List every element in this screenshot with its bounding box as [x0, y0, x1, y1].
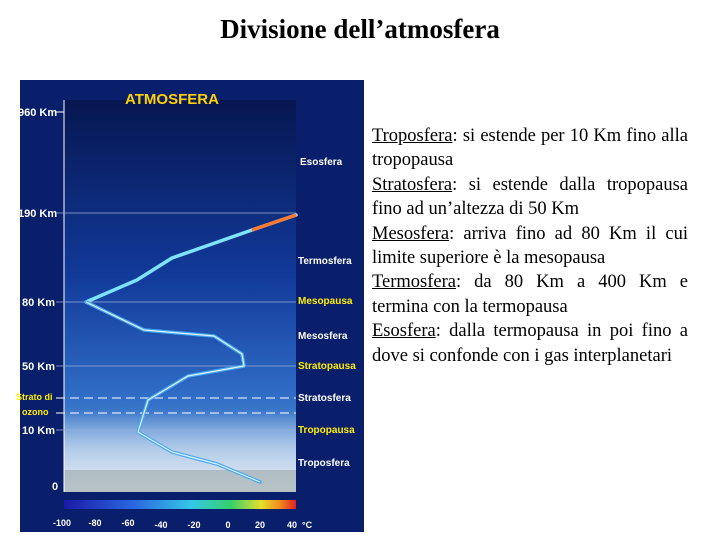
layer-label: Troposfera	[298, 458, 350, 469]
ozone-label: ozono	[22, 407, 49, 417]
temperature-unit: °C	[302, 520, 313, 530]
altitude-label: 50 Km	[22, 361, 55, 373]
bullet-termosfera: Termosfera: da 80 Km a 400 Km e termina …	[372, 270, 688, 319]
bullet-text: : si estende dalla tropopausa fino ad un…	[372, 174, 688, 220]
temperature-tick: -60	[121, 518, 134, 528]
figure-heading: ATMOSFERA	[125, 91, 219, 108]
bullet-text: : arriva fino ad 80 Km il cui limite sup…	[372, 223, 688, 269]
layer-label-pause: Stratopausa	[298, 361, 356, 372]
temperature-color-bar	[64, 500, 296, 509]
bullet-text: : da 80 Km a 400 Km e termina con la ter…	[372, 272, 688, 317]
ground	[64, 470, 296, 492]
ozone-label: Strato di	[16, 392, 53, 402]
layer-label: Stratosfera	[298, 393, 351, 404]
bullet-term: Mesosfera	[372, 223, 450, 244]
temperature-curve-hot	[251, 213, 297, 232]
temperature-tick: 0	[225, 520, 230, 530]
temperature-tick: 20	[255, 520, 265, 530]
altitude-label: 190 Km	[18, 208, 57, 220]
bullet-troposfera: Troposfera: si estende per 10 Km fino al…	[372, 124, 688, 173]
bullet-term: Troposfera	[372, 126, 453, 146]
bullet-esosfera: Esosfera: dalla termopausa in poi fino a…	[372, 319, 688, 368]
bullet-mesosfera: Mesosfera: arriva fino ad 80 Km il cui l…	[372, 222, 688, 271]
layer-label: Termosfera	[298, 256, 352, 267]
bullet-term: Esosfera	[372, 321, 436, 342]
left-bar	[12, 80, 20, 532]
bullet-term: Stratosfera	[372, 174, 453, 195]
layer-label-pause: Tropopausa	[298, 425, 355, 436]
atmosphere-figure: ATMOSFERA 960 Km 190 Km 80 Km 50 Km Stra…	[12, 80, 364, 532]
layer-label-pause: Mesopausa	[298, 296, 353, 307]
bullet-term: Termosfera	[372, 272, 456, 293]
bullet-text: : si estende per 10 Km fino alla tropopa…	[372, 126, 688, 171]
altitude-label: 0	[52, 481, 58, 493]
bullet-text: : dalla termopausa in poi fino a dove si…	[372, 321, 688, 366]
temperature-tick: -80	[88, 518, 101, 528]
layer-descriptions: Troposfera: si estende per 10 Km fino al…	[372, 124, 688, 368]
page-title: Divisione dell’atmosfera	[220, 14, 500, 44]
altitude-label: 960 Km	[18, 107, 57, 119]
layer-label: Mesosfera	[298, 331, 348, 342]
temperature-tick: -40	[154, 520, 167, 530]
temperature-tick: -20	[187, 520, 200, 530]
altitude-label: 10 Km	[22, 425, 55, 437]
temperature-curve-highlight	[85, 301, 261, 483]
temperature-tick: 40	[287, 520, 297, 530]
altitude-label: 80 Km	[22, 297, 55, 309]
temperature-tick: -100	[53, 518, 71, 528]
bullet-stratosfera: Stratosfera: si estende dalla tropopausa…	[372, 173, 688, 222]
layer-label: Esosfera	[300, 157, 343, 168]
